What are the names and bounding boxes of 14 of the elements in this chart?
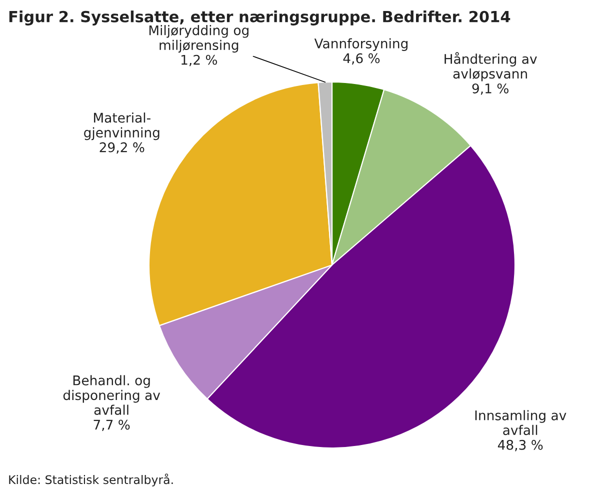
slice-label: Håndtering av avløpsvann — [444, 52, 537, 82]
data-label: 7,7 % — [94, 420, 130, 432]
data-label: 29,2 % — [100, 142, 144, 154]
slice-label: Behandl. og disponering av avfall — [63, 375, 160, 415]
slice-label: Miljørydding og miljørensing — [149, 25, 248, 53]
chart-title: Figur 2. Sysselsatte, etter næringsgruppe. Bedrifter. 2014 — [9, 10, 510, 26]
slice-label: Vannforsyning — [314, 38, 408, 52]
slice-label: Material- gjenvinning — [84, 112, 160, 140]
data-label: 1,2 % — [182, 54, 218, 66]
data-label: 9,1 % — [472, 83, 508, 95]
text: Kilde: Statistisk sentralbyrå. — [9, 474, 173, 486]
data-label: 48,3 % — [498, 440, 543, 452]
data-label: 4,6 % — [343, 53, 380, 65]
slice-label: Innsamling av avfall — [475, 410, 566, 436]
